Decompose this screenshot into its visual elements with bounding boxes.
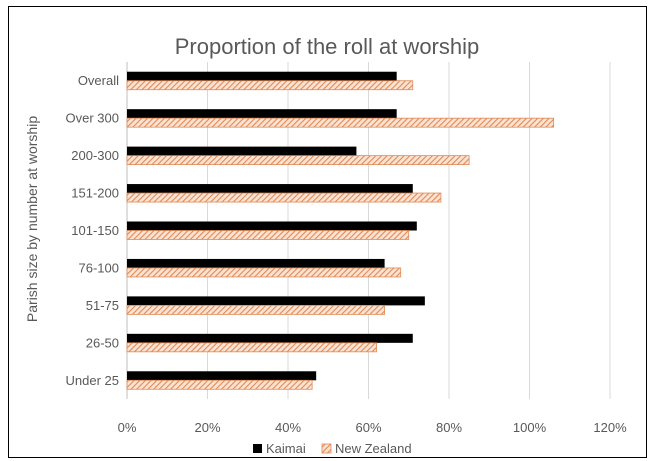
x-tick-label: 80% [436,420,462,435]
bar-kaimai [127,258,385,268]
bar-kaimai [127,71,397,81]
legend-swatch-kaimai [253,444,262,453]
category-label: 26-50 [86,335,119,350]
legend-label-new-zealand: New Zealand [335,441,412,456]
legend-label-kaimai: Kaimai [266,441,306,456]
x-tick-label: 0% [118,420,137,435]
bar-kaimai [127,333,413,343]
bars-layer [126,71,555,390]
bar-kaimai [127,184,413,194]
category-label: Under 25 [66,373,119,388]
category-labels: Overall Over 300 200-300 151-200 101-150 76-1… [66,73,120,388]
chart-frame: Proportion of the roll at worship Parish… [8,6,647,458]
bar-new-zealand [126,304,386,315]
bar-new-zealand [126,80,414,91]
bar-kaimai [127,146,357,156]
bar-new-zealand [126,230,410,240]
bar-new-zealand [126,342,377,353]
bar-new-zealand [126,192,442,203]
legend: Kaimai New Zealand [253,441,412,456]
bar-kaimai [127,371,317,381]
legend-swatch-new-zealand [321,443,332,454]
bar-kaimai [127,109,397,119]
x-tick-label: 20% [194,420,220,435]
chart-title: Proportion of the roll at worship [175,34,480,59]
bar-kaimai [127,221,417,231]
bar-new-zealand [126,117,555,128]
x-tick-label: 120% [593,420,627,435]
bar-kaimai [127,296,425,306]
x-tick-label: 100% [513,420,547,435]
bar-new-zealand [126,155,470,166]
category-label: Over 300 [66,111,119,126]
y-axis-label: Parish size by number at worship [24,116,40,322]
bar-new-zealand [126,267,402,278]
category-label: 101-150 [71,223,119,238]
category-label: Overall [78,73,119,88]
bar-new-zealand [126,379,313,390]
x-tick-label: 40% [275,420,301,435]
category-label: 200-300 [71,148,119,163]
category-label: 51-75 [86,298,119,313]
x-tick-label: 60% [355,420,381,435]
category-label: 76-100 [79,260,119,275]
x-tick-labels: 0% 20% 40% 60% 80% 100% 120% [118,420,627,435]
chart-svg: Proportion of the roll at worship Parish… [24,34,627,456]
category-label: 151-200 [71,186,119,201]
